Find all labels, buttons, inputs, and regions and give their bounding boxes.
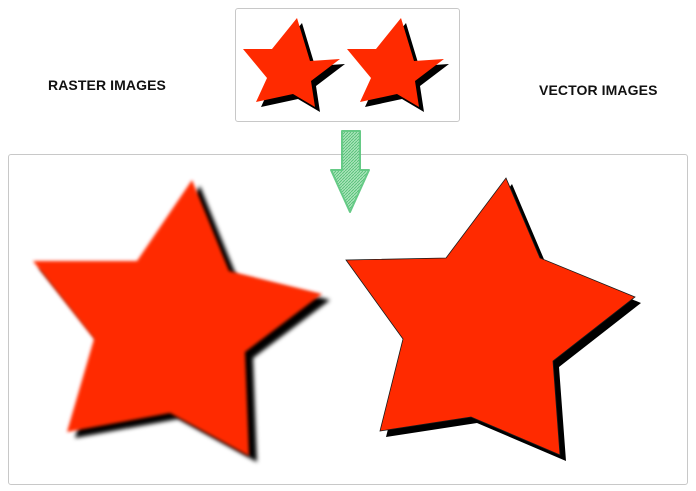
star-icon <box>33 180 322 456</box>
vector-images-label: VECTOR IMAGES <box>539 82 658 98</box>
down-arrow-icon <box>330 130 370 213</box>
small-star-left <box>243 18 345 112</box>
vector-star <box>345 177 641 461</box>
raster-star <box>33 180 330 462</box>
star-icon <box>347 18 444 107</box>
small-star-right <box>347 18 449 112</box>
star-icon <box>243 18 340 107</box>
raster-images-label: RASTER IMAGES <box>48 77 166 93</box>
star-icon <box>345 177 636 456</box>
